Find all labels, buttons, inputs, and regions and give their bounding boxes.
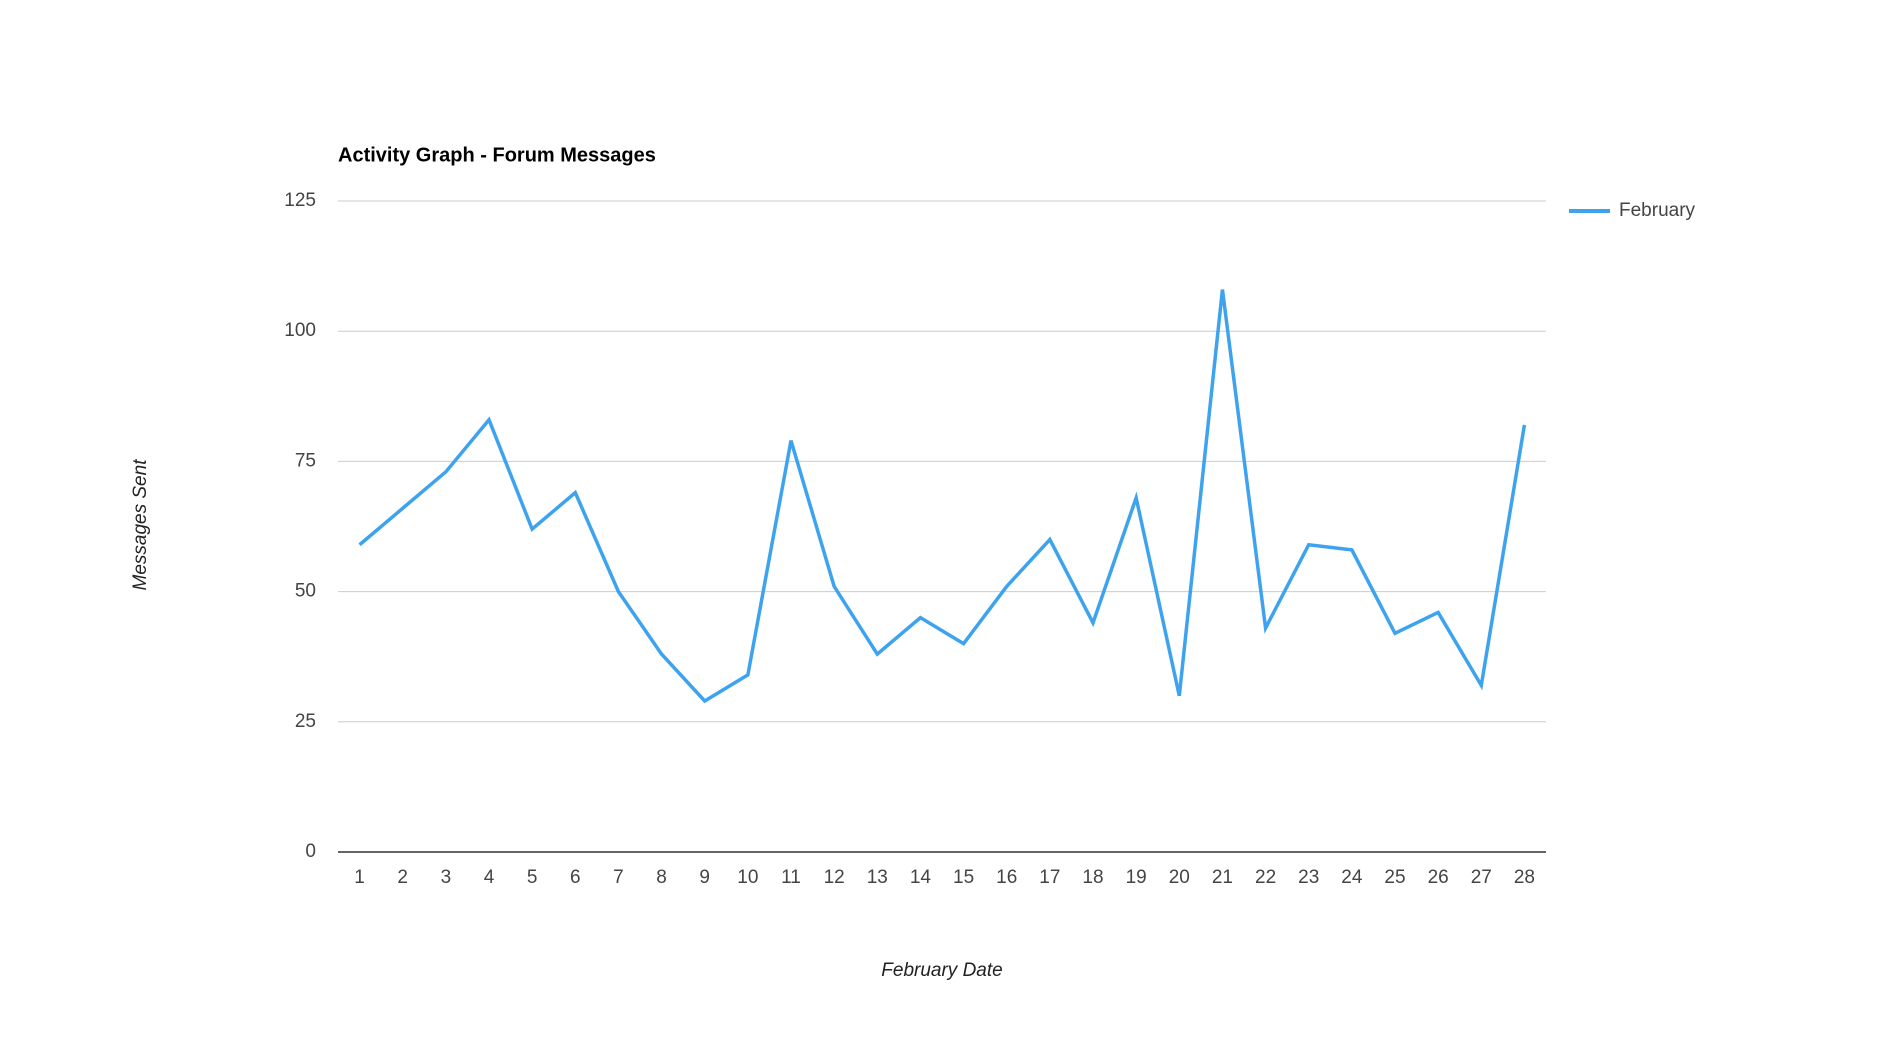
x-tick-label: 3 — [441, 867, 452, 888]
x-tick-label: 24 — [1341, 867, 1363, 888]
x-tick-label: 14 — [910, 867, 932, 888]
y-tick-label: 0 — [305, 841, 316, 862]
x-tick-label: 25 — [1384, 867, 1405, 888]
x-tick-label: 16 — [996, 867, 1017, 888]
y-tick-label: 125 — [284, 190, 316, 211]
x-tick-label: 4 — [484, 867, 495, 888]
x-tick-label: 2 — [397, 867, 408, 888]
x-tick-label: 11 — [781, 867, 801, 888]
legend-label: February — [1619, 200, 1696, 221]
y-axis-title: Messages Sent — [130, 459, 151, 591]
x-tick-label: 12 — [824, 867, 845, 888]
y-tick-label: 25 — [295, 711, 316, 732]
data-line — [358, 289, 1527, 704]
x-tick-label: 20 — [1169, 867, 1190, 888]
x-tick-label: 8 — [656, 867, 667, 888]
x-tick-label: 9 — [699, 867, 710, 888]
x-axis-title: February Date — [881, 960, 1002, 981]
x-tick-label: 21 — [1212, 867, 1233, 888]
x-tick-label: 18 — [1082, 867, 1103, 888]
x-tick-label: 10 — [737, 867, 758, 888]
x-tick-label: 7 — [613, 867, 624, 888]
x-tick-label: 17 — [1039, 867, 1060, 888]
y-tick-label: 50 — [295, 581, 316, 602]
x-tick-label: 27 — [1471, 867, 1492, 888]
x-tick-label: 19 — [1126, 867, 1147, 888]
x-tick-label: 6 — [570, 867, 581, 888]
x-tick-label: 28 — [1514, 867, 1535, 888]
x-tick-label: 5 — [527, 867, 538, 888]
x-tick-label: 22 — [1255, 867, 1276, 888]
y-tick-label: 75 — [295, 450, 316, 471]
x-tick-label: 26 — [1428, 867, 1449, 888]
x-tick-label: 13 — [867, 867, 888, 888]
x-tick-label: 23 — [1298, 867, 1319, 888]
chart-title: Activity Graph - Forum Messages — [338, 144, 656, 166]
y-tick-label: 100 — [284, 320, 316, 341]
x-tick-label: 15 — [953, 867, 974, 888]
x-tick-label: 1 — [354, 867, 365, 888]
